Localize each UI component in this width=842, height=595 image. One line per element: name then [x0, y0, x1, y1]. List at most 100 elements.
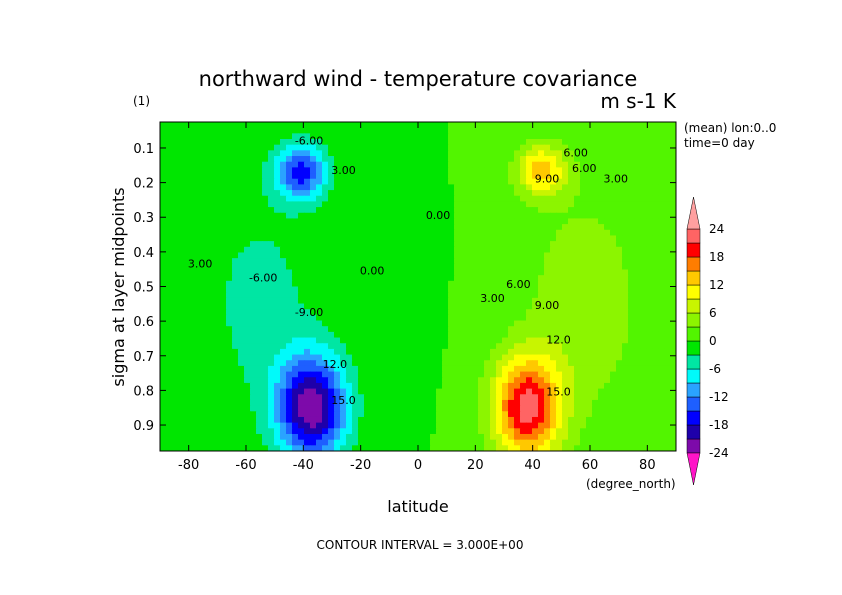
- contour-cell: [214, 394, 221, 401]
- contour-cell: [562, 388, 569, 395]
- contour-cell: [370, 348, 377, 356]
- contour-cell: [208, 348, 215, 356]
- contour-cell: [370, 326, 377, 333]
- contour-cell: [646, 309, 653, 316]
- contour-cell: [376, 280, 383, 288]
- contour-cell: [640, 303, 647, 310]
- contour-cell: [328, 184, 335, 191]
- contour-cell: [586, 292, 593, 299]
- contour-cell: [670, 218, 676, 225]
- contour-cell: [514, 241, 521, 248]
- contour-cell: [586, 348, 593, 356]
- contour-cell: [226, 411, 233, 418]
- contour-cell: [538, 326, 545, 333]
- contour-cell: [448, 297, 455, 305]
- contour-cell: [298, 275, 305, 282]
- contour-cell: [358, 309, 365, 316]
- contour-cell: [400, 229, 407, 237]
- contour-cell: [664, 354, 671, 361]
- contour-cell: [334, 269, 341, 276]
- contour-cell: [418, 133, 425, 140]
- contour-cell: [658, 173, 665, 180]
- contour-cell: [460, 195, 467, 203]
- contour-cell: [292, 280, 299, 288]
- contour-cell: [346, 275, 353, 282]
- contour-cell: [358, 252, 365, 259]
- contour-cell: [568, 377, 575, 384]
- contour-cell: [280, 326, 287, 333]
- contour-cell: [334, 422, 341, 429]
- contour-cell: [334, 173, 341, 180]
- contour-cell: [514, 144, 521, 151]
- contour-cell: [376, 405, 383, 412]
- contour-cell: [346, 303, 353, 310]
- contour-cell: [562, 365, 569, 373]
- contour-cell: [412, 144, 419, 151]
- contour-cell: [250, 252, 257, 259]
- contour-cell: [196, 263, 203, 271]
- contour-cell: [628, 416, 635, 424]
- contour-cell: [292, 122, 299, 129]
- contour-cell: [316, 348, 323, 356]
- contour-cell: [442, 229, 449, 237]
- contour-cell: [418, 212, 425, 220]
- contour-cell: [166, 122, 173, 129]
- contour-cell: [256, 156, 263, 163]
- contour-cell: [382, 371, 389, 378]
- contour-cell: [232, 122, 239, 129]
- contour-cell: [280, 161, 287, 168]
- contour-cell: [538, 178, 545, 185]
- contour-cell: [280, 212, 287, 220]
- contour-cell: [340, 144, 347, 151]
- contour-cell: [538, 235, 545, 242]
- contour-cell: [556, 377, 563, 384]
- contour-cell: [502, 331, 509, 339]
- contour-cell: [196, 269, 203, 276]
- contour-cell: [610, 428, 617, 435]
- contour-cell: [214, 252, 221, 259]
- contour-cell: [364, 354, 371, 361]
- contour-cell: [604, 371, 611, 378]
- contour-cell: [622, 405, 629, 412]
- contour-cell: [592, 269, 599, 276]
- contour-cell: [628, 286, 635, 293]
- contour-cell: [346, 292, 353, 299]
- contour-cell: [358, 235, 365, 242]
- contour-cell: [346, 428, 353, 435]
- contour-cell: [418, 303, 425, 310]
- contour-cell: [196, 201, 203, 208]
- contour-cell: [214, 303, 221, 310]
- contour-cell: [634, 382, 641, 390]
- contour-cell: [436, 360, 443, 367]
- contour-cell: [544, 150, 551, 157]
- contour-cell: [232, 218, 239, 225]
- contour-cell: [454, 212, 461, 220]
- contour-cell: [196, 371, 203, 378]
- contour-cell: [664, 263, 671, 271]
- contour-cell: [448, 309, 455, 316]
- contour-cell: [244, 235, 251, 242]
- contour-cell: [394, 258, 401, 265]
- contour-cell: [220, 150, 227, 157]
- contour-cell: [574, 139, 581, 146]
- contour-cell: [388, 303, 395, 310]
- contour-cell: [544, 224, 551, 231]
- contour-cell: [640, 292, 647, 299]
- contour-cell: [496, 348, 503, 356]
- contour-cell: [556, 150, 563, 157]
- contour-cell: [646, 314, 653, 322]
- contour-cell: [490, 337, 497, 344]
- contour-cell: [262, 428, 269, 435]
- contour-cell: [160, 190, 167, 197]
- contour-cell: [376, 433, 383, 441]
- contour-cell: [430, 286, 437, 293]
- contour-cell: [514, 343, 521, 350]
- contour-cell: [514, 303, 521, 310]
- contour-cell: [400, 348, 407, 356]
- contour-cell: [166, 433, 173, 441]
- contour-cell: [442, 275, 449, 282]
- contour-cell: [328, 371, 335, 378]
- contour-cell: [184, 320, 191, 327]
- contour-cell: [352, 337, 359, 344]
- contour-cell: [508, 190, 515, 197]
